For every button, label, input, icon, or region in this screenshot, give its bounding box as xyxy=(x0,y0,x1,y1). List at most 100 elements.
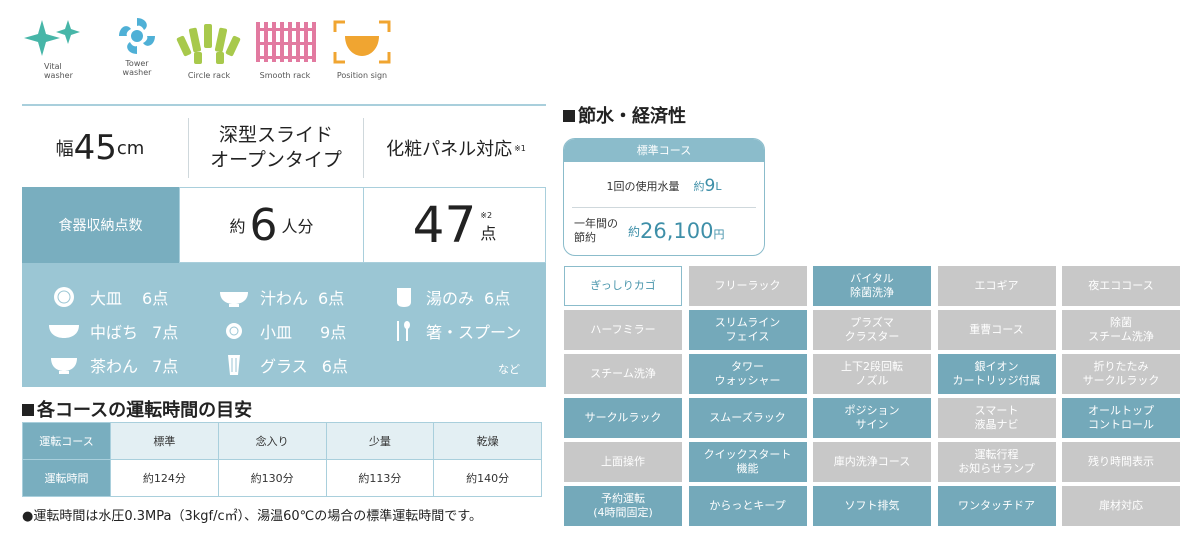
dish-name: グラス xyxy=(260,357,308,376)
dish-item: 茶わん 7点 xyxy=(48,353,178,377)
width-unit: cm xyxy=(116,137,145,159)
smooth-rack-icon: Smooth rack xyxy=(250,14,320,86)
saving-value: 26,100 xyxy=(640,219,714,243)
dish-item: 汁わん 6点 xyxy=(218,285,344,309)
table-row: 運転時間 約124分 約130分 約113分 約140分 xyxy=(22,459,542,497)
feature-badge: 上下2段回転 ノズル xyxy=(813,354,931,394)
dish-count: 6点 xyxy=(142,289,169,308)
feature-badge: スマート 液晶ナビ xyxy=(937,398,1056,438)
feature-badge: 予約運転 (4時間固定) xyxy=(564,486,682,526)
feature-badge: 除菌 スチーム洗浄 xyxy=(1062,310,1180,350)
feature-badge: 扉材対応 xyxy=(1062,486,1180,526)
approx-label: 約 xyxy=(229,217,246,236)
feature-badge: クイックスタート 機能 xyxy=(688,442,807,482)
small-plate-icon xyxy=(226,323,242,339)
spec-row: 幅 45 cm 深型スライド オープンタイプ 化粧パネル対応 ※1 xyxy=(22,104,546,204)
course-row-header: 運転コース xyxy=(22,422,111,460)
feature-badge: ポジション サイン xyxy=(813,398,931,438)
door-type-line: 深型スライド xyxy=(218,124,333,146)
door-type: 深型スライド オープンタイプ xyxy=(190,106,362,190)
approx-label: 約 xyxy=(693,180,705,193)
divider xyxy=(363,118,364,178)
dish-name: 箸・スプーン xyxy=(426,323,522,342)
dish-item: グラス 6点 xyxy=(218,353,348,377)
feature-badge: サークルラック xyxy=(564,398,682,438)
pieces-unit: 点 xyxy=(480,224,497,243)
dish-name: 大皿 xyxy=(90,289,123,308)
timing-title: 各コースの運転時間の目安 xyxy=(22,396,252,422)
dish-count: 6点 xyxy=(318,289,345,308)
dish-item: 箸・スプーン xyxy=(392,319,521,343)
width-spec: 幅 45 cm xyxy=(22,106,178,190)
feature-icons: Vital washer Tower washer xyxy=(22,14,402,86)
usage-value: 9 xyxy=(704,176,716,196)
feature-badge: フリーラック xyxy=(688,266,807,306)
teacup-icon xyxy=(397,288,411,307)
etc-note: など xyxy=(498,363,520,376)
feature-badge: ワンタッチドア xyxy=(937,486,1056,526)
dish-count: 6点 xyxy=(484,289,511,308)
dish-item: 湯のみ 6点 xyxy=(392,285,510,309)
dish-name: 中ばち xyxy=(90,323,139,342)
saving-row: 一年間の 節約 約 26,100 円 xyxy=(564,211,764,251)
feature-badge: ソフト排気 xyxy=(813,486,931,526)
icon-caption: Position sign xyxy=(336,71,388,80)
capacity-persons: 約 6 人分 xyxy=(179,187,364,263)
feature-badge: 折りたたみ サークルラック xyxy=(1062,354,1180,394)
time-cell: 約130分 xyxy=(217,459,327,497)
width-label: 幅 xyxy=(55,139,74,160)
icon-caption: Smooth rack xyxy=(259,71,311,80)
chopsticks-spoon-icon xyxy=(397,321,410,341)
glass-icon xyxy=(228,355,240,375)
panel-support: 化粧パネル対応 ※1 xyxy=(366,106,546,190)
feature-badge: 重曹コース xyxy=(937,310,1056,350)
time-cell: 約113分 xyxy=(325,459,435,497)
feature-badge: タワー ウォッシャー xyxy=(688,354,807,394)
position-sign-icon: Position sign xyxy=(327,14,397,86)
time-cell: 約124分 xyxy=(110,459,219,497)
usage-unit: L xyxy=(715,179,722,193)
feature-badge: ぎっしりカゴ xyxy=(564,266,682,306)
large-plate-icon xyxy=(54,287,74,307)
panel-text: 化粧パネル対応 xyxy=(386,139,513,160)
icon-caption: Tower xyxy=(125,59,149,68)
feature-badge: バイタル 除菌洗浄 xyxy=(813,266,931,306)
footnote-mark: ※2 xyxy=(480,211,493,220)
timing-footnote: ●運転時間は水圧0.3MPa（3kgf/c㎡）、湯温60℃の場合の標準運転時間で… xyxy=(22,509,482,524)
water-usage-row: 1回の使用水量 約 9 L xyxy=(564,169,764,203)
feature-badge: エコギア xyxy=(937,266,1056,306)
capacity-pieces: 47 ※2 点 xyxy=(363,187,546,263)
dish-list: 大皿 6点 汁わん 6点 湯のみ 6点 中ばち 7点 小皿 9点 箸・スプーン … xyxy=(22,263,546,387)
dish-count: 7点 xyxy=(152,357,179,376)
dish-count: 7点 xyxy=(152,323,179,342)
course-cell: 標準 xyxy=(110,422,219,460)
icon-caption: washer xyxy=(44,71,73,80)
circle-rack-icon: Circle rack xyxy=(174,14,244,86)
dish-name: 湯のみ xyxy=(426,289,475,308)
timing-title-text: 各コースの運転時間の目安 xyxy=(37,400,253,421)
feature-badge: 庫内洗浄コース xyxy=(813,442,931,482)
medium-bowl-icon xyxy=(49,325,79,338)
water-box: 標準コース 1回の使用水量 約 9 L 一年間の 節約 約 26,100 円 xyxy=(563,138,765,256)
divider xyxy=(188,118,189,178)
feature-badge: スリムライン フェイス xyxy=(688,310,807,350)
feature-badge: 上面操作 xyxy=(564,442,682,482)
feature-badge: 銀イオン カートリッジ付属 xyxy=(937,354,1056,394)
feature-badge: スムーズラック xyxy=(688,398,807,438)
icon-caption: washer xyxy=(122,68,152,77)
dish-name: 汁わん xyxy=(260,289,309,308)
dish-count: 9点 xyxy=(320,323,347,342)
feature-badge: 運転行程 お知らせランプ xyxy=(937,442,1056,482)
persons-unit: 人分 xyxy=(281,217,314,236)
capacity-label: 食器収納点数 xyxy=(22,187,179,263)
feature-badge: ハーフミラー xyxy=(564,310,682,350)
time-cell: 約140分 xyxy=(433,459,542,497)
approx-label: 約 xyxy=(628,224,641,239)
door-type-line: オープンタイプ xyxy=(210,149,342,171)
course-label: 標準コース xyxy=(564,139,764,162)
divider xyxy=(572,207,756,208)
table-row: 運転コース 標準 念入り 少量 乾燥 xyxy=(22,422,542,460)
course-cell: 乾燥 xyxy=(433,422,542,460)
width-value: 45 xyxy=(73,128,117,168)
dish-name: 茶わん xyxy=(90,357,139,376)
